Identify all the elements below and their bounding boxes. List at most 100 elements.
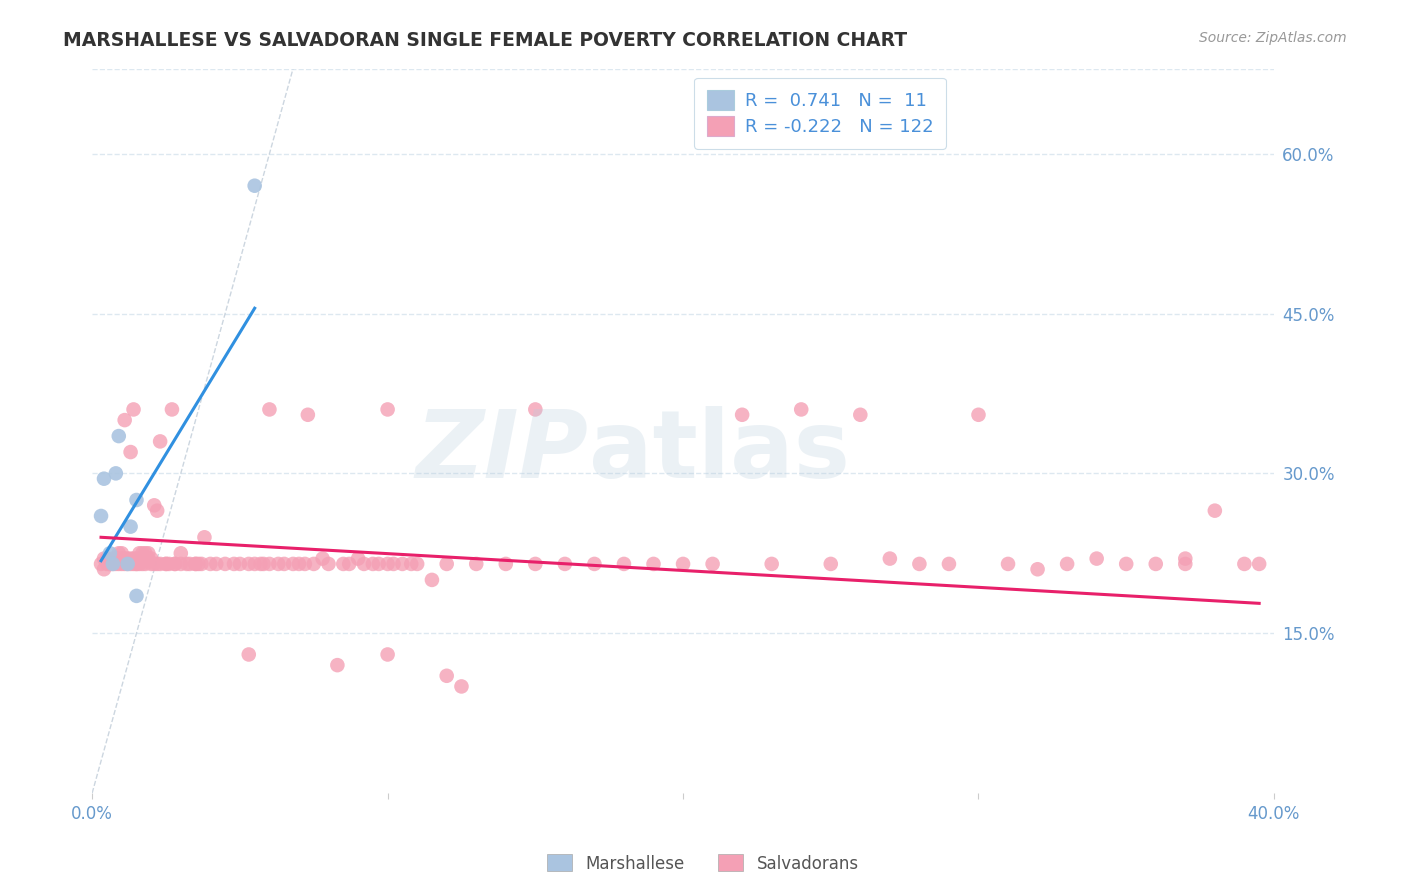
Point — [114, 557, 136, 571]
Point — [146, 557, 169, 571]
Point — [997, 557, 1019, 571]
Point — [101, 557, 124, 571]
Point — [170, 557, 193, 571]
Point — [391, 557, 413, 571]
Point — [249, 557, 271, 571]
Point — [281, 557, 304, 571]
Point — [128, 551, 150, 566]
Point — [125, 493, 148, 508]
Point — [318, 557, 340, 571]
Point — [1085, 551, 1108, 566]
Point — [101, 557, 124, 571]
Point — [193, 530, 215, 544]
Point — [117, 557, 139, 571]
Point — [311, 551, 333, 566]
Point — [337, 557, 360, 571]
Point — [170, 546, 193, 560]
Point — [273, 557, 295, 571]
Point — [98, 557, 121, 571]
Point — [643, 557, 665, 571]
Point — [761, 557, 783, 571]
Point — [302, 557, 325, 571]
Point — [382, 557, 405, 571]
Point — [554, 557, 576, 571]
Point — [96, 557, 118, 571]
Point — [222, 557, 245, 571]
Point — [120, 445, 142, 459]
Point — [849, 408, 872, 422]
Point — [1115, 557, 1137, 571]
Point — [436, 557, 458, 571]
Point — [136, 546, 159, 560]
Point — [243, 178, 266, 193]
Point — [377, 557, 399, 571]
Point — [163, 557, 186, 571]
Point — [229, 557, 252, 571]
Point — [613, 557, 636, 571]
Legend: R =  0.741   N =  11, R = -0.222   N = 122: R = 0.741 N = 11, R = -0.222 N = 122 — [695, 78, 946, 149]
Point — [120, 551, 142, 566]
Text: Source: ZipAtlas.com: Source: ZipAtlas.com — [1199, 31, 1347, 45]
Point — [200, 557, 222, 571]
Point — [149, 557, 172, 571]
Point — [879, 551, 901, 566]
Point — [259, 557, 281, 571]
Point — [98, 546, 121, 560]
Point — [179, 557, 201, 571]
Point — [495, 557, 517, 571]
Point — [420, 573, 443, 587]
Point — [122, 557, 145, 571]
Point — [149, 434, 172, 449]
Point — [98, 557, 121, 571]
Point — [131, 546, 153, 560]
Point — [1249, 557, 1271, 571]
Point — [184, 557, 207, 571]
Point — [93, 551, 115, 566]
Point — [104, 467, 127, 481]
Point — [967, 408, 990, 422]
Point — [120, 557, 142, 571]
Point — [524, 557, 547, 571]
Point — [1174, 557, 1197, 571]
Point — [790, 402, 813, 417]
Point — [134, 557, 156, 571]
Point — [101, 551, 124, 566]
Point — [332, 557, 354, 571]
Point — [267, 557, 290, 571]
Point — [524, 402, 547, 417]
Point — [93, 472, 115, 486]
Point — [288, 557, 311, 571]
Point — [252, 557, 274, 571]
Point — [450, 680, 472, 694]
Point — [1174, 551, 1197, 566]
Point — [134, 546, 156, 560]
Point — [136, 551, 159, 566]
Point — [353, 557, 375, 571]
Point — [90, 557, 112, 571]
Point — [120, 519, 142, 533]
Point — [128, 546, 150, 560]
Point — [107, 429, 129, 443]
Point — [125, 589, 148, 603]
Point — [190, 557, 212, 571]
Point — [125, 557, 148, 571]
Point — [176, 557, 198, 571]
Text: atlas: atlas — [589, 407, 849, 499]
Point — [141, 557, 163, 571]
Text: ZIP: ZIP — [416, 407, 589, 499]
Point — [157, 557, 180, 571]
Point — [93, 562, 115, 576]
Point — [820, 557, 842, 571]
Point — [436, 669, 458, 683]
Point — [104, 551, 127, 566]
Point — [406, 557, 429, 571]
Point — [146, 503, 169, 517]
Point — [238, 557, 260, 571]
Point — [155, 557, 177, 571]
Point — [117, 557, 139, 571]
Legend: Marshallese, Salvadorans: Marshallese, Salvadorans — [541, 847, 865, 880]
Point — [297, 408, 319, 422]
Point — [1204, 503, 1226, 517]
Point — [465, 557, 488, 571]
Point — [163, 557, 186, 571]
